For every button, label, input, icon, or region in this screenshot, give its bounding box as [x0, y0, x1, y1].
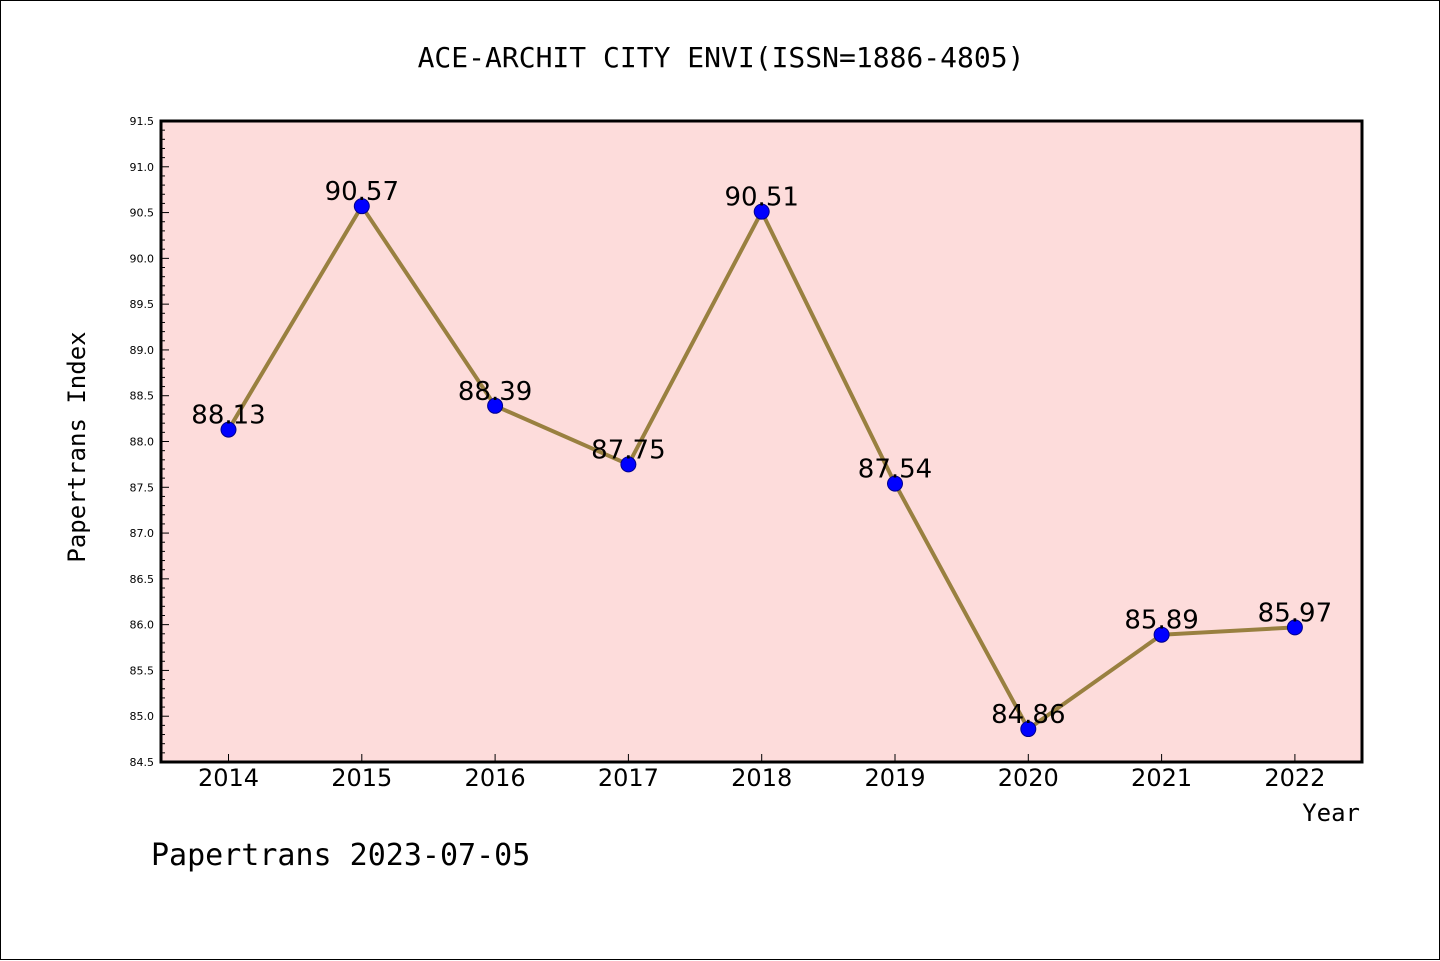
marker-group — [220, 198, 1303, 738]
data-label: 88.13 — [191, 401, 265, 431]
data-point-marker — [220, 421, 237, 438]
y-tick-label: 86.5 — [130, 573, 155, 586]
plot-area — [159, 119, 1364, 764]
y-axis: 84.5 85.0 85.5 86.0 86.5 87.0 87.5 88.0 88.5 89.0… — [130, 115, 169, 769]
y-tick-label: 89.0 — [130, 344, 155, 357]
data-point-marker — [1153, 626, 1170, 643]
x-tick-label: 2020 — [998, 764, 1059, 792]
x-axis: 2014 2015 2016 2017 2018 2019 2020 2021 2022 — [198, 754, 1325, 792]
y-tick-label: 87.5 — [130, 481, 155, 494]
chart-title: ACE-ARCHIT CITY ENVI(ISSN=1886-4805) — [418, 41, 1025, 74]
y-tick-label: 85.5 — [130, 664, 155, 677]
x-axis-label: Year — [1302, 799, 1360, 827]
data-label: 85.97 — [1258, 598, 1332, 628]
footer-text: Papertrans 2023-07-05 — [151, 838, 530, 873]
x-tick-label: 2015 — [331, 764, 392, 792]
data-label: 90.51 — [724, 183, 798, 213]
data-label: 87.75 — [591, 435, 665, 465]
data-label: 87.54 — [858, 455, 932, 485]
data-point-marker — [1286, 619, 1303, 636]
y-tick-label: 87.0 — [130, 527, 155, 540]
data-label: 85.89 — [1124, 606, 1198, 636]
data-point-marker — [487, 397, 504, 414]
y-tick-label: 91.5 — [130, 115, 155, 128]
data-label: 88.39 — [458, 377, 532, 407]
x-tick-label: 2018 — [731, 764, 792, 792]
x-tick-label: 2019 — [864, 764, 925, 792]
data-label: 84.86 — [991, 700, 1065, 730]
y-tick-label: 90.0 — [130, 252, 155, 265]
y-axis-label: Papertrans Index — [63, 331, 91, 562]
data-point-marker — [1020, 721, 1037, 738]
x-tick-label: 2022 — [1264, 764, 1325, 792]
x-tick-label: 2016 — [465, 764, 526, 792]
data-point-marker — [753, 203, 770, 220]
x-tick-label: 2021 — [1131, 764, 1192, 792]
y-tick-label: 91.0 — [130, 161, 155, 174]
data-point-marker — [353, 198, 370, 215]
data-label: 90.57 — [325, 177, 399, 207]
data-label-group: 88.13 90.57 88.39 87.75 90.51 87.54 84.86 85.89… — [191, 177, 1332, 730]
data-point-marker — [887, 475, 903, 492]
y-tick-label: 89.5 — [130, 298, 155, 311]
data-point-marker — [620, 456, 637, 473]
y-tick-label: 85.0 — [130, 710, 155, 723]
y-tick-label: 86.0 — [130, 619, 155, 632]
x-tick-label: 2017 — [598, 764, 659, 792]
y-tick-label: 88.5 — [130, 390, 155, 403]
y-tick-label: 88.0 — [130, 436, 155, 449]
y-tick-label: 84.5 — [130, 756, 155, 769]
y-tick-label: 90.5 — [130, 207, 155, 220]
x-tick-label: 2014 — [198, 764, 259, 792]
